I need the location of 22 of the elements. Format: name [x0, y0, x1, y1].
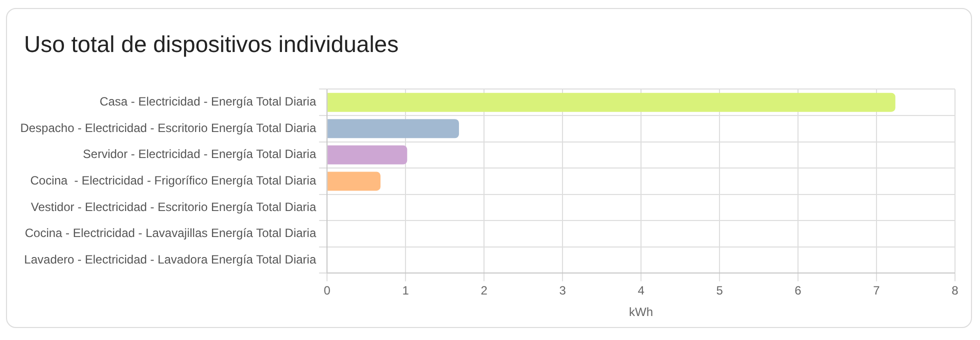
bar [328, 145, 408, 164]
x-tick-label: 1 [402, 284, 410, 298]
x-axis-title: kWh [629, 305, 654, 320]
chart-title: Uso total de dispositivos individuales [24, 31, 399, 58]
y-tick-label: Cocina - Electricidad - Lavavajillas Energía Total Diaria [24, 226, 316, 240]
x-tick-label: 7 [873, 284, 880, 298]
x-tick-label: 5 [716, 284, 724, 298]
y-tick-label: Servidor - Electricidad - Energía Total Diaria [82, 147, 316, 162]
x-tick-label: 4 [638, 284, 645, 298]
bar [328, 119, 459, 138]
y-tick-label: Cocina - Electricidad - Frigorífico Energía Total Diaria [30, 174, 316, 188]
bar [328, 92, 896, 112]
y-tick-label: Despacho - Electricidad - Escritorio Energía Total Diaria [20, 120, 316, 135]
y-tick-label: Lavadero - Electricidad - Lavadora Energía Total Diaria [24, 252, 316, 266]
y-tick-label: Casa - Electricidad - Energía Total Diaria [100, 94, 316, 109]
x-tick-label: 8 [952, 284, 959, 298]
y-tick-label: Vestidor - Electricidad - Escritorio Energía Total Diaria [30, 200, 316, 214]
x-tick-label: 2 [480, 284, 488, 298]
x-tick-label: 6 [794, 284, 802, 298]
x-tick-label: 0 [324, 284, 331, 298]
bar [328, 172, 380, 191]
x-tick-label: 3 [559, 284, 566, 298]
